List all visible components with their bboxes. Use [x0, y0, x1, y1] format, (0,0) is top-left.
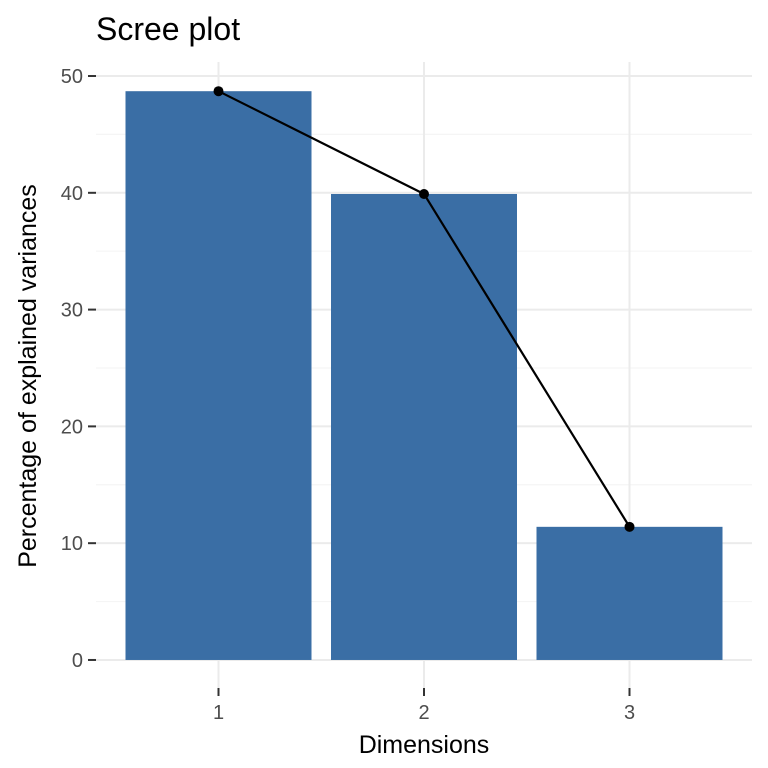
- x-tick-label: 2: [418, 702, 429, 724]
- trend-line-layer: [213, 86, 635, 532]
- data-point-dimension-1: [213, 86, 224, 97]
- chart-title: Scree plot: [96, 11, 240, 47]
- y-tick-label: 30: [61, 300, 83, 322]
- x-axis: 1 2 3: [213, 688, 635, 724]
- y-tick-label: 10: [61, 533, 83, 555]
- data-point-dimension-3: [624, 521, 635, 532]
- x-tick-label: 1: [213, 702, 224, 724]
- y-tick-label: 50: [61, 66, 83, 88]
- bars: [125, 91, 723, 660]
- y-axis: 0 10 20 30 40 50: [61, 66, 96, 672]
- bar-dimension-1: [125, 91, 312, 660]
- y-tick-label: 40: [61, 183, 83, 205]
- data-point-dimension-2: [419, 188, 429, 199]
- x-tick-label: 3: [624, 702, 635, 724]
- y-tick-label: 0: [72, 650, 83, 672]
- y-axis-label: Percentage of explained variances: [14, 184, 42, 568]
- y-tick-label: 20: [61, 416, 83, 438]
- bar-dimension-2: [331, 193, 517, 660]
- bar-dimension-3: [536, 526, 723, 660]
- x-axis-label: Dimensions: [359, 731, 490, 759]
